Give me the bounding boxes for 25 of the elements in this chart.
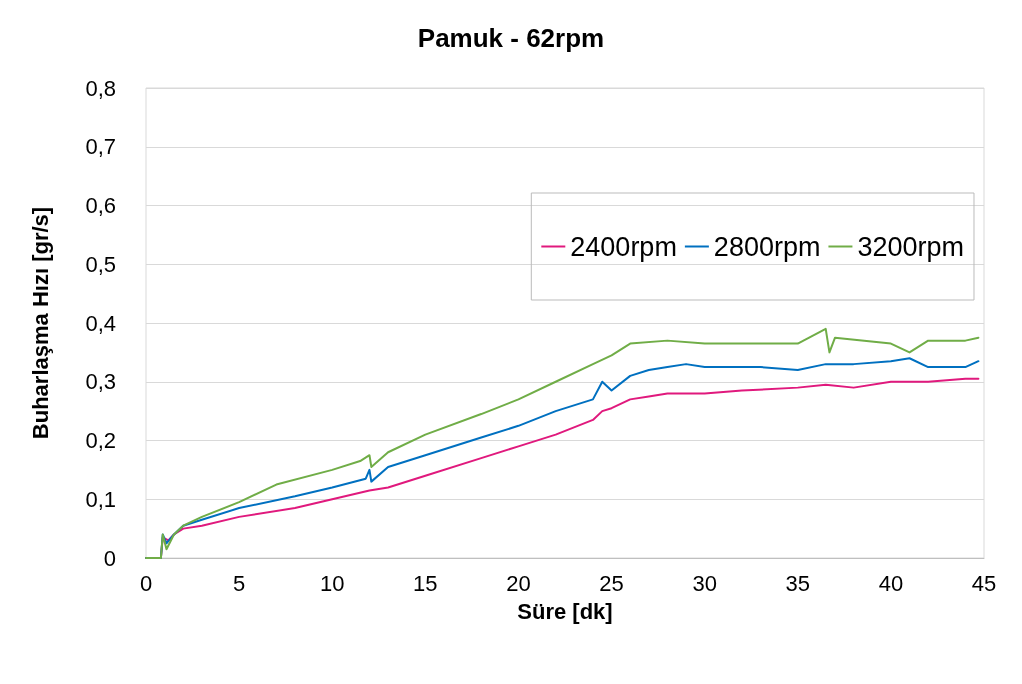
y-tick-label: 0,7 [85, 134, 116, 160]
y-tick-label: 0,2 [85, 428, 116, 453]
y-axis-title: Buharlaşma Hızı [gr/s] [27, 206, 53, 440]
x-tick-label: 0 [139, 570, 153, 596]
y-tick-label: 0,3 [85, 369, 116, 395]
x-tick-label: 30 [692, 570, 717, 596]
chart-title: Pamuk - 62rpm [417, 23, 605, 53]
y-tick-label: 0,5 [85, 251, 116, 277]
legend-label: 2400rpm [570, 231, 677, 262]
x-axis-title: Süre [dk] [517, 598, 613, 624]
y-tick-label: 0,1 [85, 486, 116, 512]
y-tick-label: 0,4 [85, 310, 116, 336]
x-tick-label: 40 [878, 570, 904, 596]
x-tick-label: 10 [319, 570, 345, 596]
x-tick-label: 15 [413, 570, 438, 596]
legend-label: 3200rpm [857, 231, 965, 262]
legend-label: 2800rpm [713, 231, 821, 262]
x-tick-label: 20 [506, 570, 531, 596]
y-tick-label: 0,6 [85, 193, 116, 218]
y-tick-label: 0,8 [85, 75, 116, 101]
x-tick-label: 45 [971, 570, 997, 596]
y-tick-label: 0 [103, 545, 116, 571]
x-tick-label: 35 [785, 570, 811, 596]
x-tick-label: 25 [599, 570, 624, 596]
x-tick-label: 5 [232, 570, 246, 596]
